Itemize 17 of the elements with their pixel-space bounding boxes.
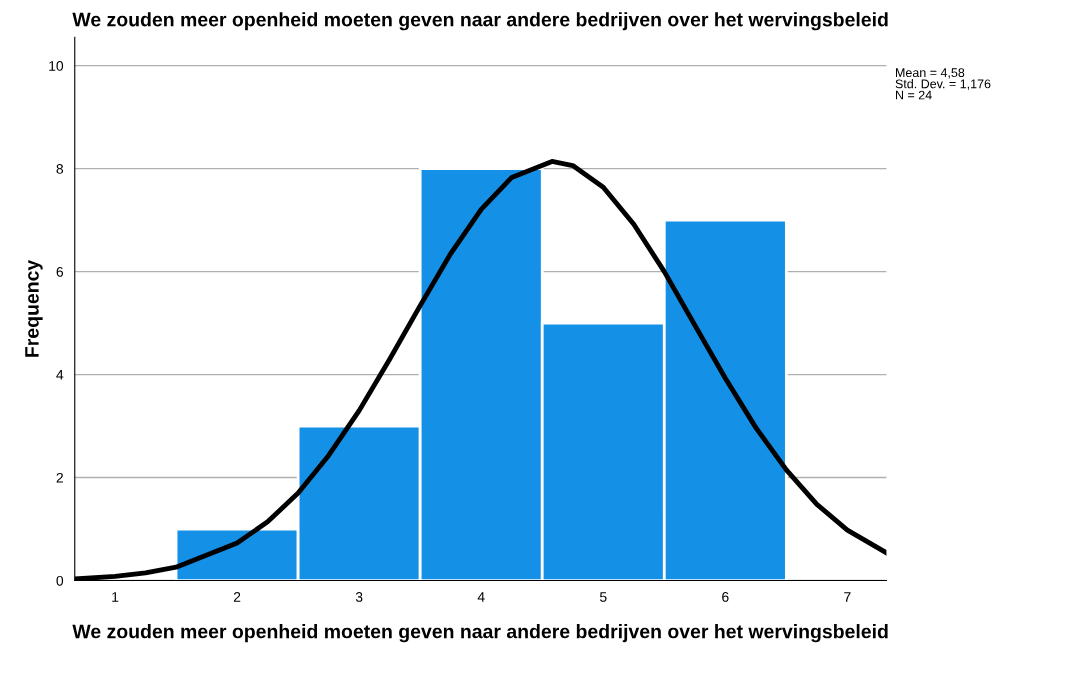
x-tick-label: 5 — [599, 592, 607, 602]
x-tick-label: 3 — [355, 592, 363, 602]
y-tick-label: 4 — [56, 370, 64, 380]
x-tick-label: 2 — [233, 592, 241, 602]
chart-title: We zouden meer openheid moeten geven naar andere bedrijven over het wervingsbeleid — [72, 12, 888, 31]
y-tick-label: 8 — [56, 163, 64, 174]
text: Mean = 4,58 Std. Dev. = 1,176 N = 24 — [895, 68, 991, 100]
y-tick-label: 0 — [56, 575, 64, 586]
y-axis-title: Frequency — [25, 259, 43, 357]
x-axis-title: We zouden meer openheid moeten geven naar andere bedrijven over het wervingsbeleid — [72, 624, 888, 643]
x-tick-label: 6 — [722, 592, 729, 602]
x-tick-label: 4 — [477, 592, 485, 602]
x-tick-label: 1 — [112, 592, 119, 602]
y-tick-label: 10 — [49, 61, 64, 71]
x-tick-label: 7 — [844, 592, 851, 602]
y-tick-label: 6 — [56, 266, 64, 277]
y-tick-label: 2 — [56, 472, 63, 483]
